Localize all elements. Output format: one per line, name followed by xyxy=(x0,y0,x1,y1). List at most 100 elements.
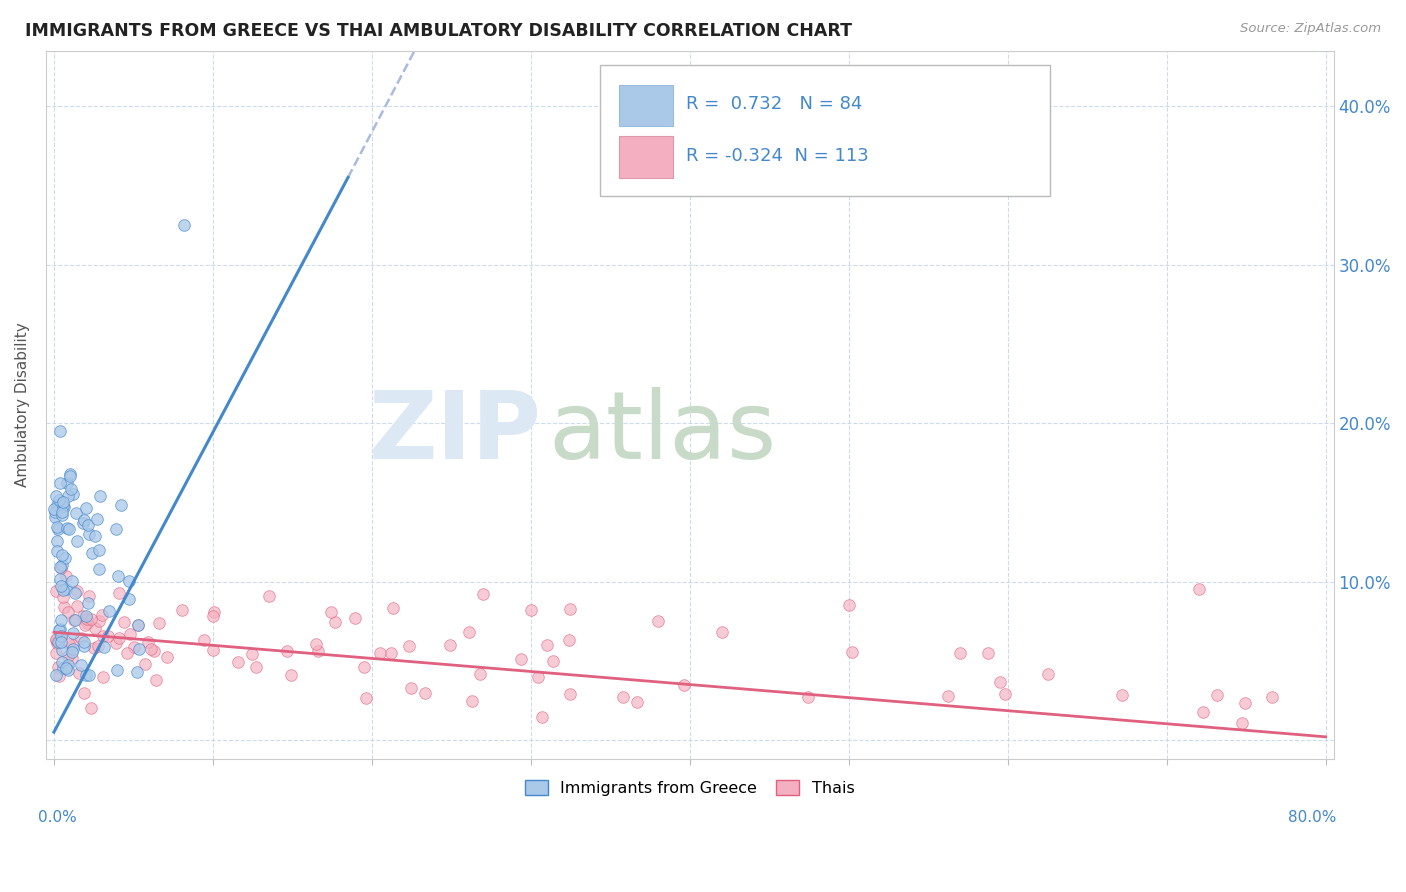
Point xyxy=(55,569,77,583)
Text: Source: ZipAtlas.com: Source: ZipAtlas.com xyxy=(1240,22,1381,36)
Point xyxy=(276,644,298,658)
Point xyxy=(91,629,114,643)
Point xyxy=(1187,582,1209,597)
Point xyxy=(509,652,531,666)
Point xyxy=(841,645,863,659)
Point xyxy=(53,500,76,515)
Point xyxy=(108,632,131,646)
Point xyxy=(44,502,66,516)
Point xyxy=(58,489,80,503)
Point xyxy=(86,512,108,526)
Point xyxy=(797,690,820,705)
Point xyxy=(46,522,69,536)
Point xyxy=(73,513,96,527)
Point xyxy=(557,632,579,647)
Point xyxy=(1206,688,1229,702)
Point xyxy=(55,521,77,535)
Point xyxy=(612,690,634,704)
Point xyxy=(75,617,97,632)
Point xyxy=(73,634,96,648)
Point xyxy=(472,587,495,601)
Point xyxy=(543,654,565,668)
Point xyxy=(51,561,73,575)
Point xyxy=(83,621,105,635)
Point xyxy=(63,613,86,627)
Point xyxy=(936,689,959,703)
Point xyxy=(105,522,128,536)
Point xyxy=(91,670,114,684)
Point xyxy=(76,518,98,533)
Text: 0.0%: 0.0% xyxy=(38,810,77,825)
Point xyxy=(44,506,66,520)
Point xyxy=(128,642,150,657)
Point xyxy=(51,643,73,657)
Point xyxy=(59,468,82,483)
Text: ZIP: ZIP xyxy=(368,387,541,479)
Point xyxy=(75,609,97,624)
Point xyxy=(55,582,77,596)
Point xyxy=(76,615,98,630)
Point xyxy=(67,666,90,681)
Point xyxy=(1260,690,1282,705)
Point xyxy=(399,681,422,695)
Point xyxy=(110,498,132,512)
Point xyxy=(127,618,149,632)
Point xyxy=(89,489,111,503)
Point xyxy=(75,668,97,682)
Point xyxy=(80,612,103,626)
Point xyxy=(77,589,100,603)
Point xyxy=(46,636,69,650)
Point xyxy=(380,646,402,660)
Point xyxy=(45,544,67,558)
Point xyxy=(83,641,105,656)
Point xyxy=(56,605,79,619)
Point xyxy=(60,651,83,665)
Point xyxy=(245,660,267,674)
Point xyxy=(170,603,193,617)
Point xyxy=(468,667,491,681)
Point xyxy=(280,668,302,682)
Point xyxy=(58,523,80,537)
Point xyxy=(46,634,69,648)
Point xyxy=(56,658,79,673)
Point xyxy=(202,605,225,619)
Point xyxy=(48,632,70,646)
Point xyxy=(118,627,141,641)
Point xyxy=(977,646,1000,660)
Point xyxy=(44,510,66,524)
Point xyxy=(398,639,420,653)
Point xyxy=(49,424,72,438)
Point xyxy=(55,661,77,675)
Point xyxy=(91,608,114,623)
Point xyxy=(51,630,73,644)
Text: IMMIGRANTS FROM GREECE VS THAI AMBULATORY DISABILITY CORRELATION CHART: IMMIGRANTS FROM GREECE VS THAI AMBULATOR… xyxy=(25,22,852,40)
Point xyxy=(1038,666,1060,681)
Point xyxy=(56,649,79,664)
Point xyxy=(51,505,73,519)
Point xyxy=(80,546,103,560)
Point xyxy=(72,686,94,700)
Point xyxy=(49,579,72,593)
Point xyxy=(48,622,70,636)
Point xyxy=(202,609,225,624)
Point xyxy=(77,596,100,610)
Text: atlas: atlas xyxy=(548,387,776,479)
Point xyxy=(55,476,77,491)
Point xyxy=(49,560,72,574)
Point xyxy=(97,629,120,643)
Point xyxy=(51,499,73,513)
Text: 80.0%: 80.0% xyxy=(1288,810,1336,825)
Point xyxy=(51,508,73,523)
Point xyxy=(1232,715,1254,730)
Point xyxy=(520,603,543,617)
Point xyxy=(49,475,72,490)
Point xyxy=(66,599,89,614)
Point xyxy=(51,656,73,670)
Point xyxy=(145,673,167,687)
Point xyxy=(228,655,250,669)
Point xyxy=(52,599,75,614)
Point xyxy=(49,613,72,627)
Point xyxy=(45,632,67,647)
Point xyxy=(48,493,70,508)
Point xyxy=(107,586,129,600)
